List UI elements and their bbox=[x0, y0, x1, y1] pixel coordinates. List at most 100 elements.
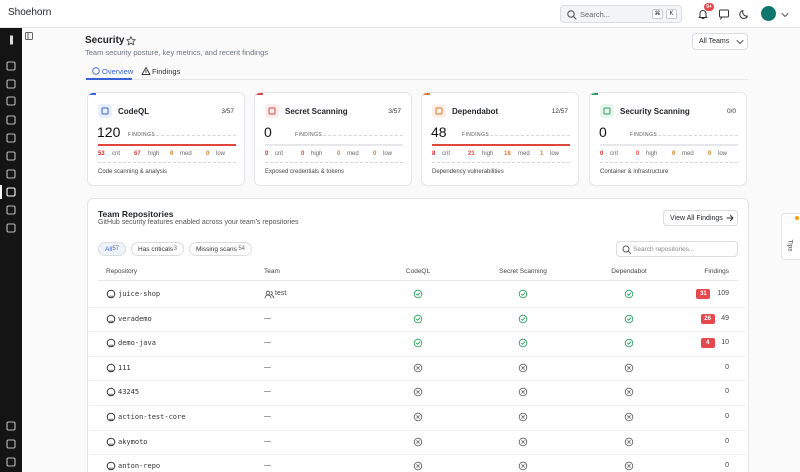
repository-team: test bbox=[275, 290, 287, 297]
repository-name: juice-shop bbox=[118, 290, 161, 298]
scan-status-part bbox=[624, 461, 634, 471]
severity-count: 0 bbox=[337, 151, 341, 157]
github-icon-part bbox=[109, 418, 113, 421]
repository-team: — bbox=[264, 314, 271, 322]
scan-status-part bbox=[518, 437, 528, 446]
scan-status-part bbox=[518, 289, 528, 299]
notification-badge: 9+ bbox=[704, 3, 714, 11]
filter-count: 57 bbox=[112, 245, 119, 252]
filter-chip[interactable]: Missing scans 54 bbox=[189, 242, 252, 256]
view-all-findings-button[interactable]: View All Findings bbox=[663, 210, 738, 226]
nav-icon bbox=[5, 456, 17, 468]
panel-subtitle: GitHub security features enabled across … bbox=[98, 219, 299, 226]
github-icon-part bbox=[106, 363, 116, 373]
repository-row[interactable] bbox=[89, 429, 747, 455]
nav-icon bbox=[5, 60, 17, 72]
metric-card: Security Scanning 0/0 0 FINDINGS 0 crit 0 high 0… bbox=[589, 92, 747, 186]
filter-count: 3 bbox=[173, 245, 177, 252]
github-icon-part bbox=[106, 412, 116, 422]
repository-row[interactable] bbox=[89, 454, 747, 472]
scan-status bbox=[518, 363, 528, 373]
global-search[interactable]: Search... ⌘ K bbox=[560, 5, 682, 23]
favorite-star-part bbox=[126, 36, 136, 46]
card-accent bbox=[590, 93, 598, 95]
team-filter-chevron-part bbox=[736, 40, 744, 44]
scan-status-part bbox=[627, 390, 631, 395]
findings-count: 0 bbox=[725, 413, 729, 420]
tab-icon-part bbox=[92, 67, 100, 75]
github-icon-part bbox=[106, 461, 116, 471]
severity-label: low bbox=[216, 151, 226, 157]
scan-status-part bbox=[518, 289, 528, 299]
severity-count: 0 bbox=[170, 151, 174, 157]
filter-chip[interactable]: Has criticals 3 bbox=[131, 242, 184, 256]
criticals-badge: 4 bbox=[700, 338, 715, 349]
card-total: 120 bbox=[97, 124, 121, 140]
team-icon-part bbox=[264, 290, 274, 299]
github-icon bbox=[106, 338, 116, 348]
user-avatar[interactable] bbox=[761, 6, 776, 21]
team-filter[interactable]: All Teams bbox=[692, 33, 748, 50]
card-dotted-line bbox=[323, 135, 403, 136]
repository-team: — bbox=[264, 339, 271, 347]
severity-count: 0 bbox=[301, 151, 305, 157]
card-accent bbox=[88, 93, 96, 95]
scan-status-part bbox=[413, 412, 423, 422]
scan-status-part bbox=[521, 390, 525, 395]
scan-status-part bbox=[518, 314, 528, 323]
github-icon-part bbox=[109, 369, 113, 372]
severity-label: crit bbox=[610, 151, 618, 157]
nav-icon bbox=[5, 150, 17, 162]
repository-name: action-test-core bbox=[118, 413, 186, 421]
tab[interactable]: Findings bbox=[141, 63, 181, 79]
scan-status-part bbox=[416, 439, 420, 444]
scan-status-part bbox=[413, 388, 423, 397]
favorite-star bbox=[125, 35, 137, 47]
nav-icon-part bbox=[6, 205, 16, 215]
severity-label: crit bbox=[112, 151, 120, 157]
nav-icon bbox=[5, 132, 17, 144]
scan-status-part bbox=[624, 289, 634, 299]
repository-row[interactable] bbox=[89, 380, 747, 405]
nav-icon-part bbox=[6, 151, 16, 161]
repository-row[interactable] bbox=[89, 405, 747, 430]
filter-label: All bbox=[105, 245, 113, 253]
scan-status-part bbox=[627, 415, 631, 419]
nav-icon-part bbox=[6, 96, 16, 106]
tab[interactable]: Overview bbox=[91, 63, 133, 79]
scan-status-part bbox=[624, 437, 634, 446]
severity-label: med bbox=[518, 151, 530, 157]
scan-status-part bbox=[415, 341, 421, 345]
favorite-star-part bbox=[126, 36, 136, 46]
github-icon-part bbox=[106, 388, 116, 397]
filter-chip[interactable]: All 57 bbox=[98, 242, 126, 256]
repository-row[interactable] bbox=[89, 355, 747, 381]
severity-label: high bbox=[311, 151, 323, 157]
repository-row[interactable] bbox=[89, 306, 747, 332]
tips-tab[interactable]: Tips bbox=[781, 213, 800, 260]
card-total: 0 bbox=[599, 124, 607, 140]
scan-status bbox=[624, 437, 634, 447]
scan-status-part bbox=[520, 317, 526, 321]
search-icon-part bbox=[622, 245, 630, 253]
search-icon-part bbox=[572, 15, 577, 20]
repository-search[interactable]: Search repositories... bbox=[616, 241, 738, 257]
nav-icon bbox=[5, 438, 17, 450]
arrow-icon-part bbox=[726, 215, 734, 221]
repository-row[interactable] bbox=[89, 331, 747, 356]
nav-icon-part bbox=[6, 61, 16, 71]
search-icon-part bbox=[567, 10, 575, 18]
github-icon bbox=[106, 387, 116, 397]
card-dotted-line bbox=[490, 135, 570, 136]
scan-status bbox=[624, 363, 634, 373]
github-icon-part bbox=[106, 314, 116, 323]
page-title: Security bbox=[85, 35, 125, 46]
card-icon bbox=[600, 104, 614, 118]
card-total-label: FINDINGS bbox=[295, 132, 323, 138]
scan-status-part bbox=[415, 292, 421, 296]
github-icon-part bbox=[106, 388, 116, 397]
nav-icon-part bbox=[6, 457, 16, 467]
scan-status bbox=[624, 338, 634, 348]
github-icon bbox=[106, 363, 116, 373]
